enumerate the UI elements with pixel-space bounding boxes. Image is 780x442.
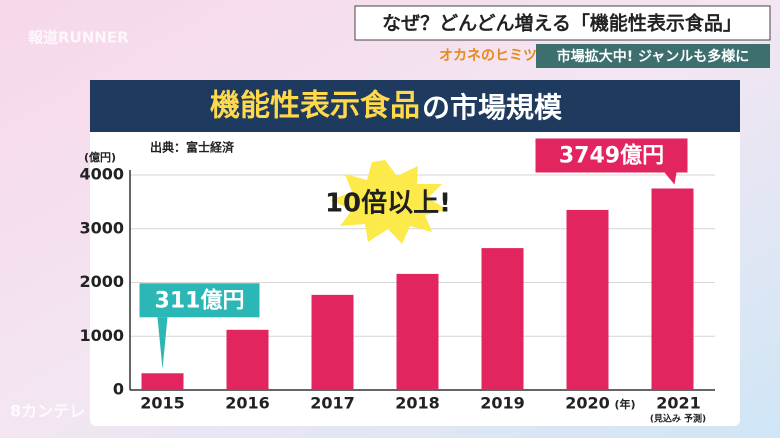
bar	[651, 188, 694, 390]
subline-box	[536, 44, 770, 68]
chart-title-suffix: の市場規模	[422, 91, 563, 124]
bar	[396, 273, 439, 390]
source: 出典：富士経済	[150, 140, 235, 155]
burst	[330, 160, 448, 244]
note: (見込み 予測)	[650, 413, 706, 425]
x-tick-label: 2020	[565, 394, 610, 413]
callout-box	[139, 283, 260, 318]
callout-pointer	[157, 317, 168, 370]
x-tick-label: 2015	[140, 394, 185, 413]
chart-title: 機能性表示食品	[210, 89, 420, 124]
y-tick-label: 4000	[79, 165, 124, 184]
bar	[141, 373, 184, 390]
corner-title: オカネのヒミツ	[439, 48, 537, 64]
bar	[311, 294, 354, 390]
x-tick-label: 2018	[395, 394, 440, 413]
headline-box	[354, 5, 771, 41]
callout-box	[535, 138, 688, 173]
logo: 8カンテレ	[10, 402, 85, 421]
bar	[566, 209, 609, 390]
watermark: 報道RUNNER	[28, 29, 129, 47]
value-label: 311億円	[155, 287, 245, 313]
y-tick-label: 0	[113, 380, 124, 399]
callout-pointer	[664, 172, 677, 185]
x-tick-label: 2021	[656, 394, 701, 413]
title-band	[90, 80, 740, 132]
headline: なぜ？どんどん増える「機能性表示食品」	[382, 12, 742, 35]
x-tick-label: 2016	[225, 394, 270, 413]
annotation: 10倍以上!	[325, 188, 451, 219]
bar	[481, 248, 524, 390]
value-label: 3749億円	[559, 142, 664, 168]
x-tick-label: 2017	[310, 394, 355, 413]
x-axis-label: (年)	[614, 397, 635, 411]
y-tick-label: 2000	[79, 272, 124, 291]
y-axis-label: (億円)	[84, 150, 116, 164]
y-tick-label: 1000	[79, 326, 124, 345]
bar	[226, 329, 269, 390]
subline: 市場拡大中! ジャンルも多様に	[557, 48, 750, 65]
y-tick-label: 3000	[79, 218, 124, 237]
x-tick-label: 2019	[480, 394, 525, 413]
